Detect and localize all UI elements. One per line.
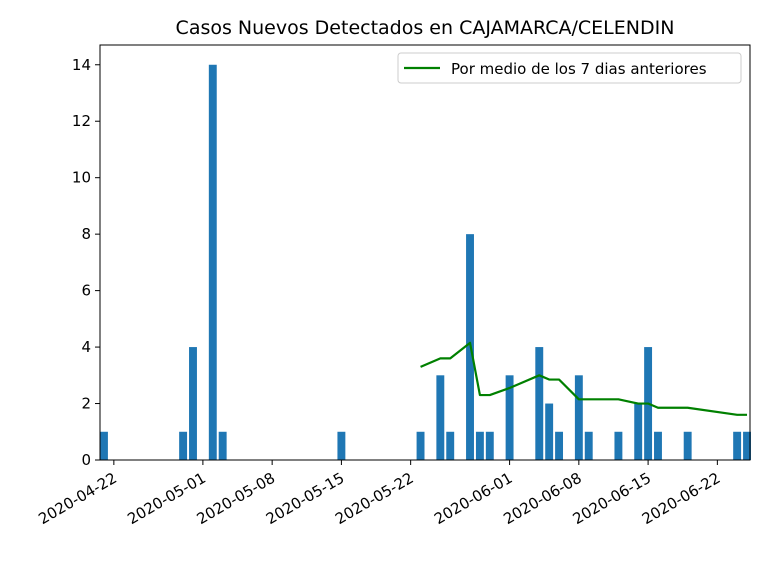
bar — [208, 64, 217, 460]
bar — [545, 403, 554, 460]
bar — [446, 431, 455, 460]
bar — [416, 431, 425, 460]
y-tick-label: 12 — [72, 112, 91, 130]
y-tick-label: 2 — [81, 395, 91, 413]
bar — [100, 431, 108, 460]
bar — [614, 431, 623, 460]
bar — [555, 431, 564, 460]
bar — [475, 431, 484, 460]
legend-box — [397, 52, 742, 84]
legend-label: Por medio de los 7 dias anteriores — [451, 60, 707, 78]
bar — [683, 431, 692, 460]
y-tick-label: 14 — [72, 56, 91, 74]
bar — [743, 431, 751, 460]
bar — [436, 375, 445, 460]
y-axis: 0 2 4 6 8 10 12 14 — [72, 56, 100, 469]
chart-title: Casos Nuevos Detectados en CAJAMARCA/CEL… — [176, 17, 675, 39]
bar — [733, 431, 742, 460]
bar — [189, 347, 197, 460]
bar — [218, 431, 227, 460]
bar — [634, 403, 643, 460]
legend: Por medio de los 7 dias anteriores — [397, 52, 742, 84]
bar — [179, 431, 188, 460]
y-tick-label: 4 — [81, 338, 91, 356]
line-series — [420, 341, 748, 416]
bar — [654, 431, 662, 460]
y-tick-label: 10 — [72, 169, 91, 187]
moving-average-line — [420, 341, 748, 416]
plot-frame — [99, 44, 751, 461]
bar — [505, 375, 514, 460]
y-tick-label: 6 — [81, 282, 91, 300]
bar — [584, 431, 593, 460]
bar — [337, 431, 346, 460]
bar — [574, 375, 583, 460]
bar — [535, 347, 544, 460]
y-tick-label: 0 — [81, 451, 91, 469]
y-tick-label: 8 — [81, 225, 91, 243]
bar — [485, 431, 494, 460]
